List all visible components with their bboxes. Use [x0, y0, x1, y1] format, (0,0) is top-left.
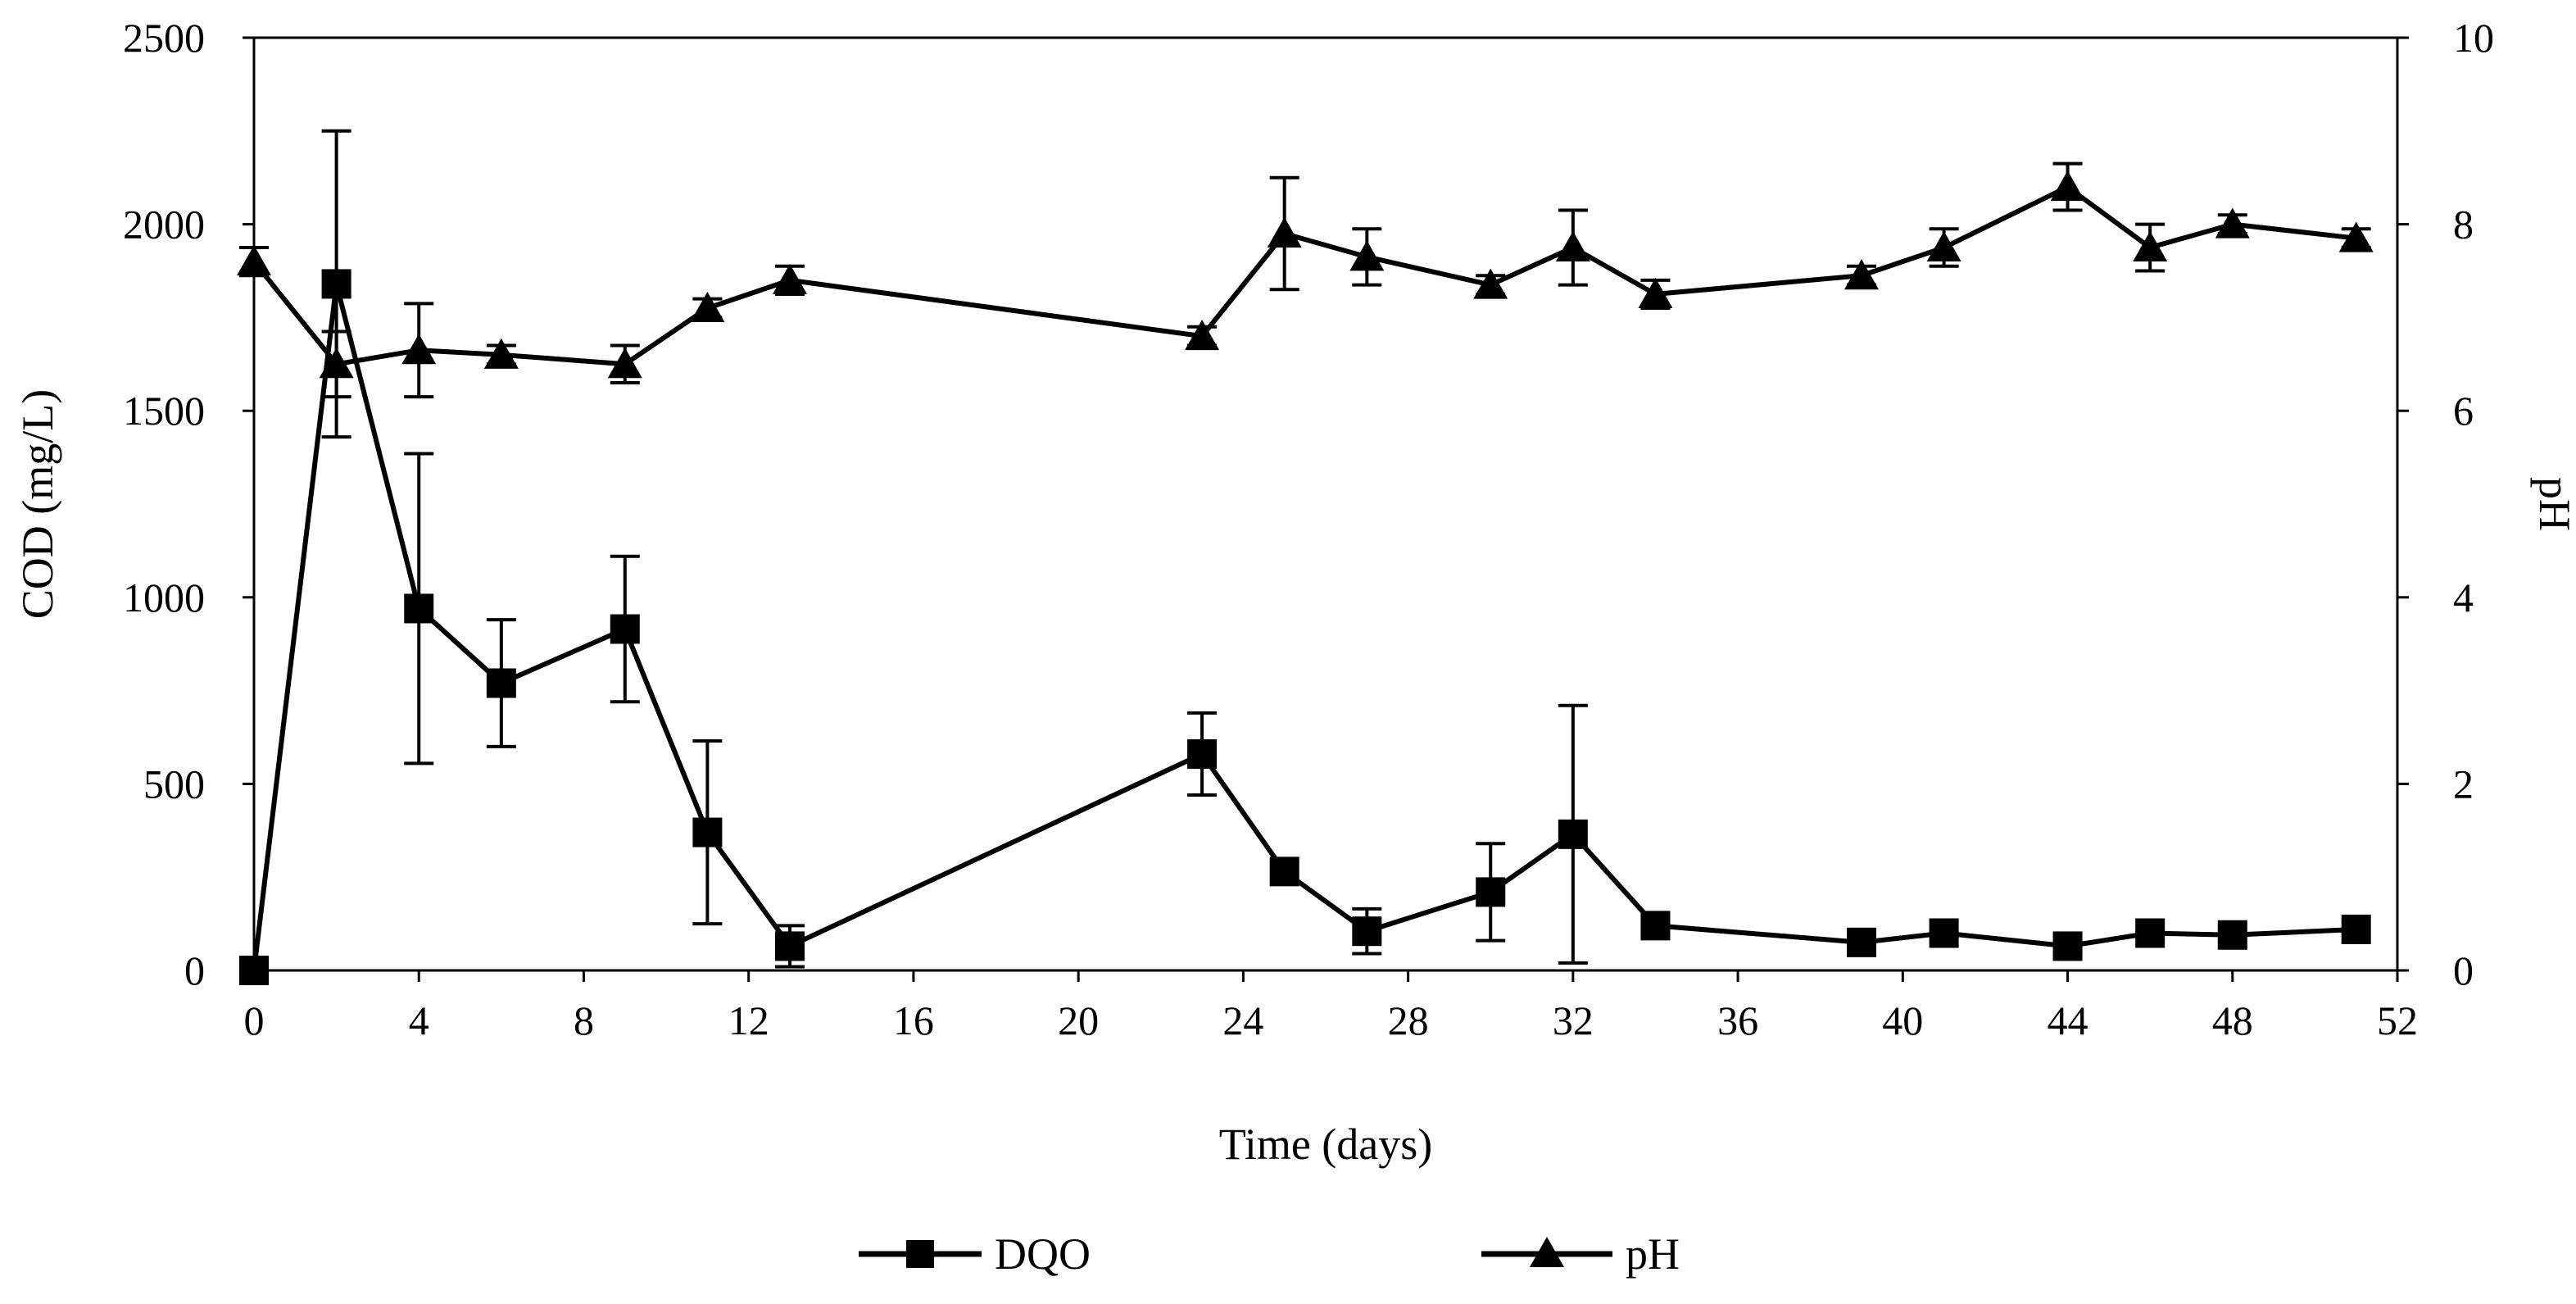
data-point-dqo	[610, 614, 640, 644]
x-tick-label: 24	[1222, 997, 1263, 1043]
data-point-dqo	[2052, 931, 2083, 961]
series-ph	[237, 161, 2374, 399]
y-tick-label: 2000	[123, 202, 205, 248]
data-point-dqo	[2217, 920, 2247, 950]
data-point-ph	[1349, 240, 1385, 271]
series-line-dqo	[252, 281, 2356, 971]
data-point-dqo	[486, 668, 516, 698]
data-point-dqo	[1187, 738, 1218, 769]
data-point-dqo	[2341, 914, 2371, 944]
y2-tick-label: 4	[2453, 575, 2474, 620]
ticks-layer: 0 4 8 12 16 20 24 28 32 36 40 44 48 52050010001500200…	[123, 15, 2494, 1043]
data-point-ph	[690, 292, 725, 323]
legend: DQO pH	[859, 1229, 1680, 1279]
data-point-dqo	[1640, 911, 1671, 941]
data-point-ph	[1473, 268, 1508, 299]
y2-tick-label: 8	[2453, 202, 2474, 248]
x-tick-label: 12	[728, 997, 769, 1043]
data-point-dqo	[1847, 927, 1876, 957]
data-point-ph	[2133, 231, 2168, 262]
legend-label-ph: pH	[1626, 1229, 1680, 1279]
y-tick-label: 1500	[123, 388, 205, 434]
data-point-dqo	[1476, 877, 1506, 907]
x-tick-label: 16	[893, 997, 934, 1043]
x-tick-label: 4	[409, 997, 429, 1043]
data-point-ph	[2338, 221, 2374, 252]
y-tick-label: 1000	[123, 575, 205, 620]
x-tick-label: 44	[2048, 997, 2088, 1043]
y-tick-label: 500	[143, 761, 205, 806]
x-tick-label: 8	[574, 997, 594, 1043]
series-line-ph	[252, 184, 2357, 367]
data-point-ph	[607, 348, 642, 379]
data-point-ph	[2215, 207, 2250, 239]
data-point-dqo	[775, 931, 805, 961]
data-point-ph	[1844, 259, 1879, 290]
data-point-ph	[2050, 170, 2085, 202]
data-point-ph	[1267, 216, 1302, 248]
y2-tick-label: 0	[2453, 947, 2474, 993]
plot-frame	[252, 36, 2399, 972]
y2-tick-label: 2	[2453, 761, 2474, 806]
data-point-dqo	[321, 269, 351, 299]
series-layer	[237, 129, 2374, 985]
x-tick-label: 48	[2212, 997, 2253, 1043]
data-point-ph	[1555, 231, 1590, 262]
data-point-ph	[1185, 320, 1220, 351]
y-axis-title: COD (mg/L)	[13, 389, 62, 619]
data-point-dqo	[692, 817, 723, 847]
data-point-dqo	[1269, 856, 1299, 887]
y2-axis-title: pH	[2530, 477, 2576, 531]
y-tick-label: 0	[184, 947, 205, 993]
data-point-dqo	[404, 593, 434, 624]
data-point-ph	[237, 245, 271, 276]
y2-tick-label: 10	[2453, 15, 2494, 61]
legend-marker-ph	[1530, 1237, 1564, 1267]
data-point-ph	[483, 338, 519, 369]
data-point-dqo	[1352, 916, 1382, 947]
legend-marker-dqo	[906, 1240, 934, 1268]
data-point-ph	[773, 263, 807, 294]
data-point-dqo	[239, 956, 269, 985]
x-tick-label: 52	[2377, 997, 2418, 1043]
data-point-dqo	[1929, 918, 1959, 948]
x-tick-label: 28	[1388, 997, 1429, 1043]
data-point-ph	[1926, 231, 1961, 262]
x-axis-title: Time (days)	[1219, 1120, 1433, 1169]
x-tick-label: 32	[1553, 997, 1594, 1043]
data-point-ph	[1638, 277, 1673, 308]
data-point-dqo	[2135, 918, 2166, 948]
x-tick-label: 36	[1717, 997, 1758, 1043]
x-tick-label: 40	[1882, 997, 1923, 1043]
legend-label-dqo: DQO	[995, 1229, 1091, 1279]
x-tick-label: 20	[1058, 997, 1099, 1043]
series-dqo	[239, 129, 2371, 985]
x-tick-label: 0	[244, 997, 265, 1043]
data-point-ph	[401, 334, 437, 365]
y-tick-label: 2500	[123, 15, 205, 61]
data-point-dqo	[1558, 819, 1588, 849]
y2-tick-label: 6	[2453, 388, 2474, 434]
data-point-ph	[319, 348, 354, 379]
